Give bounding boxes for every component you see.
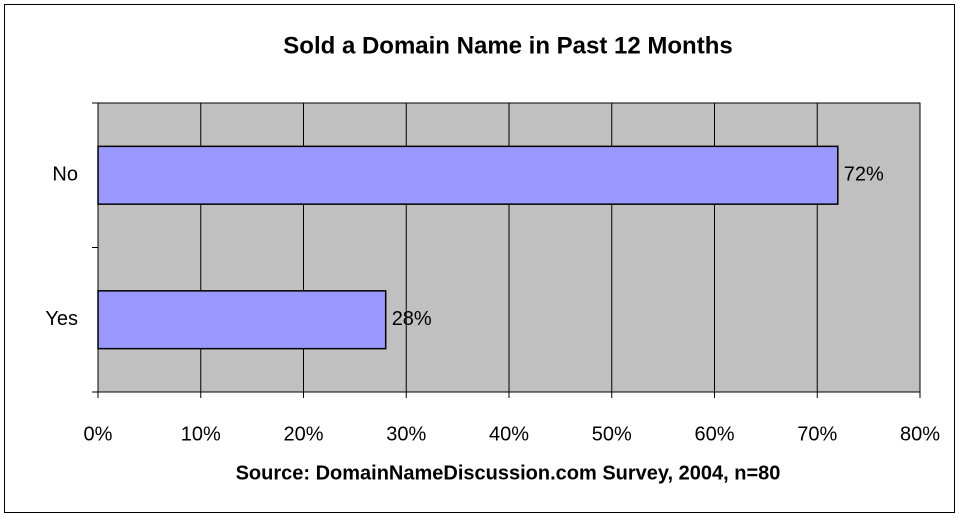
x-tick-label: 30% <box>386 423 426 445</box>
x-tick-label: 50% <box>592 423 632 445</box>
bar <box>97 145 839 205</box>
x-tick-label: 10% <box>181 423 221 445</box>
chart-title: Sold a Domain Name in Past 12 Months <box>283 32 732 59</box>
x-tick-label: 80% <box>900 423 940 445</box>
x-axis-label: Source: DomainNameDiscussion.com Survey,… <box>236 462 781 484</box>
data-label: 72% <box>844 164 884 186</box>
data-label: 28% <box>392 308 432 330</box>
y-tick-label: Yes <box>45 308 78 330</box>
y-tick-label: No <box>52 164 78 186</box>
x-tick-label: 20% <box>283 423 323 445</box>
bar <box>97 290 387 350</box>
x-tick-label: 60% <box>694 423 734 445</box>
x-tick-label: 40% <box>489 423 529 445</box>
x-tick-label: 0% <box>84 423 113 445</box>
x-tick-label: 70% <box>797 423 837 445</box>
